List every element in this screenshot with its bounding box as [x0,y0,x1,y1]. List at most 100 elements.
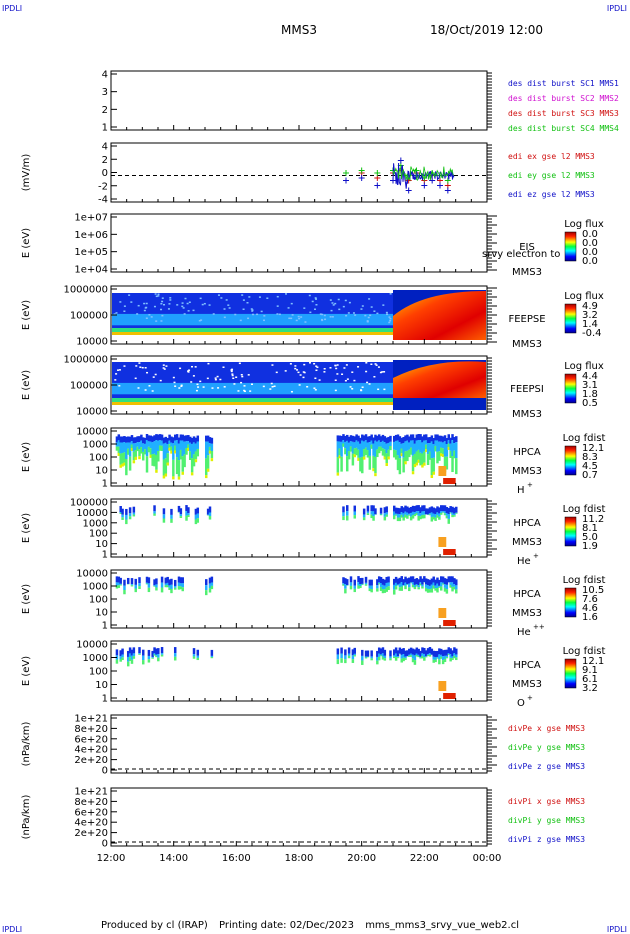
spectrogram-pixel [147,655,151,660]
spectrogram-pixel [430,512,434,517]
spectrogram-pixel [175,440,179,458]
spectrogram-pixel [181,577,184,584]
spectrogram-pixel [353,511,356,516]
spectrogram-pixel [196,448,200,457]
spectrogram-pixel [359,389,362,391]
spectrogram-pixel [243,385,246,387]
spectrogram-pixel [393,578,396,585]
spectrogram-pixel [443,578,447,585]
spectrogram-pixel [415,655,419,657]
spectrogram-pixel [379,442,383,447]
y-axis-label: (nPa/km) [21,795,32,840]
spectrogram-pixel [370,440,373,445]
spectrogram-pixel [409,440,413,448]
spectrogram-pixel [441,582,445,584]
spectrogram-pixel [361,456,364,474]
spectrogram-pixel [413,655,417,661]
spectrogram-pixel [445,578,449,585]
colorbar-tick-label: 1.9 [582,541,598,552]
spectrogram-pixel [383,456,387,460]
spectrogram-pixel [445,443,449,457]
colorbar [564,516,577,547]
spectrogram-pixel [172,443,175,460]
spectrogram-pixel [428,451,432,460]
spectrogram-pixel [323,371,326,373]
mission-label: MMS3 [512,339,542,350]
spectrogram-pixel [170,518,173,523]
spectrogram-pixel [404,451,407,462]
spectrogram-pixel [404,511,407,515]
spectrogram-pixel [336,659,340,665]
spectrogram-pixel [369,314,372,317]
spectrogram-pixel [168,579,171,586]
spectrogram-pixel [374,473,377,477]
spectrogram-pixel [406,450,409,462]
spectrogram-pixel [455,506,458,513]
spectrogram-pixel [421,453,424,465]
y-tick-label: 1e+05 [74,247,108,258]
spectrogram-pixel [251,313,254,316]
spectrogram-pixel [208,304,211,306]
spectrogram-pixel [216,375,219,378]
spectrogram-pixel [205,435,208,442]
spectrogram-pixel [117,585,121,588]
spectrogram-pixel [143,437,147,444]
spectrogram-pixel [455,513,458,514]
spectrogram-pixel [364,447,368,455]
spectrogram-pixel [169,297,172,299]
spectrogram-pixel [411,455,415,472]
legend-entry: edi ex gse l2 MMS3 [508,152,595,161]
spectrogram-pixel [434,650,437,657]
spectrogram-pixel [411,584,415,588]
spectrogram-pixel [436,650,439,657]
data-point-ez [358,175,365,181]
spectrogram-pixel [432,582,435,586]
spectrogram-pixel [370,656,373,659]
spectrogram-pixel [404,650,407,657]
spectrogram-pixel [396,657,400,659]
spectrogram-pixel [162,518,166,523]
legend-entry: divPi y gse MMS3 [508,816,585,825]
spectrogram-pixel [187,447,190,451]
colorbar-title: Log flux [564,219,604,230]
spectrogram-pixel [173,445,177,451]
spectrogram-pixel [115,582,119,586]
spectrogram-pixel [349,585,353,590]
spectrogram-pixel [421,647,424,654]
spectrogram-pixel [125,519,128,525]
spectrogram-pixel [346,434,349,441]
spectrogram-pixel [190,443,194,459]
spectrogram-pixel [162,437,166,444]
spectrogram-pixel [276,313,279,315]
data-point-ey [343,170,349,176]
spectrogram-pixel [173,656,177,661]
y-tick-label: 4 [102,70,108,81]
spectrogram-pixel [370,588,373,593]
spectrogram-pixel [370,514,373,519]
spectrogram-pixel [241,375,244,378]
spectrogram-pixel [142,655,145,661]
spectrogram-pixel [445,437,449,444]
spectrogram-pixel [138,456,141,460]
spectrogram-pixel [173,579,177,586]
spectrogram-pixel [181,587,184,592]
spectrogram-pixel [263,319,266,322]
spectrogram-pixel [430,506,434,513]
spectrogram-pixel [424,587,428,592]
spectrogram-pixel [178,387,181,389]
spectrogram-pixel [151,656,154,658]
spectrogram-pixel [172,476,175,480]
spectrogram-pixel [336,364,339,366]
data-point-ez [421,182,428,189]
spectrogram-pixel [445,515,449,519]
spectrogram-pixel [362,508,366,515]
spectrogram-pixel [315,303,318,306]
spectrogram-pixel [366,513,370,516]
spectrogram-pixel [411,471,415,475]
spectrogram-pixel [330,309,333,312]
spectrogram-pixel [453,515,456,517]
spectrogram-pixel [248,296,251,298]
spectrogram-pixel [161,300,164,303]
spectrogram-pixel [353,454,356,458]
spectrogram-pixel [441,511,445,513]
